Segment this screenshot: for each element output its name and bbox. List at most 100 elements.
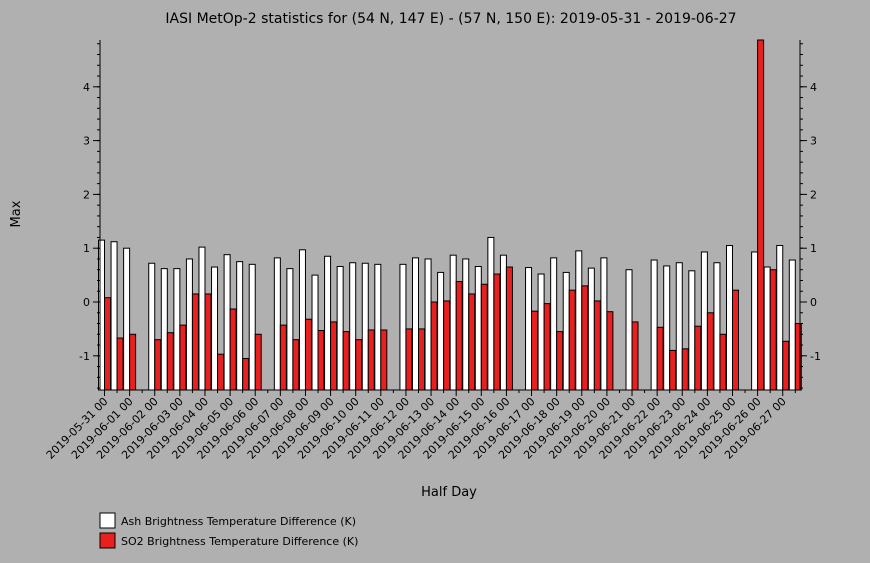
chart-title: IASI MetOp-2 statistics for (54 N, 147 E… xyxy=(165,11,736,27)
ash-bar xyxy=(248,263,256,391)
so2-bar xyxy=(317,330,325,391)
so2-bar xyxy=(468,293,476,391)
so2-bar xyxy=(505,266,513,391)
so2-bar xyxy=(166,332,174,391)
so2-bar xyxy=(405,328,413,391)
ash-bar xyxy=(713,262,721,391)
ash-bar xyxy=(211,266,219,391)
so2-bar xyxy=(631,321,639,391)
ash-bar xyxy=(412,257,419,391)
bars-group xyxy=(98,39,802,391)
so2-bar xyxy=(669,349,677,391)
ash-bar xyxy=(273,257,281,391)
ash-bar xyxy=(374,263,382,391)
ash-bar xyxy=(587,267,595,391)
ash-bar xyxy=(700,251,708,391)
so2-bar xyxy=(254,333,262,391)
so2-bar xyxy=(355,339,363,391)
ash-bar xyxy=(173,268,181,391)
ash-bar xyxy=(437,271,445,391)
so2-bar xyxy=(104,297,111,391)
ash-bar xyxy=(110,241,118,391)
ash-bar xyxy=(550,257,558,391)
ash-bar xyxy=(399,263,407,391)
ash-bar xyxy=(123,247,131,391)
ash-bar xyxy=(160,268,168,391)
ash-bar xyxy=(198,246,206,391)
ash-bar xyxy=(600,257,608,391)
so2-bar xyxy=(154,339,162,391)
legend-label-ash: Ash Brightness Temperature Difference (K… xyxy=(121,515,356,528)
y-tick-label-right: 1 xyxy=(810,242,817,255)
ash-bar xyxy=(726,245,733,391)
so2-bar xyxy=(543,303,551,391)
ash-bar xyxy=(688,270,696,391)
legend: Ash Brightness Temperature Difference (K… xyxy=(99,512,358,549)
so2-bar xyxy=(116,337,124,391)
ash-bar xyxy=(449,254,457,391)
so2-bar xyxy=(380,329,388,391)
y-tick-label: 2 xyxy=(83,188,90,201)
y-tick-label-right: 2 xyxy=(810,188,817,201)
ash-bar xyxy=(487,236,495,391)
so2-bar xyxy=(531,310,539,391)
ash-bar xyxy=(575,250,583,391)
so2-bar xyxy=(217,353,225,391)
ash-bar xyxy=(625,269,633,391)
ash-bar xyxy=(349,262,357,391)
so2-bar xyxy=(593,300,601,391)
so2-bar xyxy=(191,293,199,391)
so2-bar xyxy=(279,324,287,391)
ash-bar xyxy=(311,274,319,391)
ash-bar xyxy=(650,259,658,391)
ash-bar xyxy=(562,271,570,391)
so2-bar xyxy=(304,318,312,391)
so2-bar xyxy=(342,331,350,391)
so2-bar xyxy=(443,300,451,391)
ash-bar xyxy=(361,262,369,391)
so2-bar xyxy=(719,333,727,391)
ash-bar xyxy=(98,239,105,391)
ash-bar xyxy=(776,245,784,391)
y-tick-label: 0 xyxy=(83,296,90,309)
ash-bar xyxy=(185,258,193,391)
so2-bar xyxy=(418,328,425,391)
so2-bar xyxy=(430,301,438,391)
so2-bar xyxy=(480,283,488,391)
so2-bar xyxy=(493,273,501,391)
so2-bar xyxy=(242,357,250,391)
so2-bar xyxy=(204,293,212,391)
so2-bar xyxy=(229,308,237,391)
so2-bar xyxy=(292,339,300,391)
so2-bar xyxy=(656,326,664,391)
y-tick-label: 1 xyxy=(83,242,90,255)
ash-bar xyxy=(474,265,482,391)
y-tick-label-right: -1 xyxy=(810,350,821,363)
ash-bar xyxy=(336,265,344,391)
y-axis-label: Max xyxy=(9,200,24,227)
ash-bar xyxy=(499,254,507,391)
y-tick-label: 4 xyxy=(83,81,90,94)
so2-bar xyxy=(581,285,589,391)
ash-bar xyxy=(462,258,470,391)
legend-swatch-ash xyxy=(99,512,116,529)
x-axis-label: Half Day xyxy=(421,485,477,500)
ash-bar xyxy=(298,249,306,391)
y-tick-label: -1 xyxy=(79,350,90,363)
legend-label-so2: SO2 Brightness Temperature Difference (K… xyxy=(121,535,358,548)
ash-bar xyxy=(324,255,332,391)
so2-bar xyxy=(681,348,689,391)
y-tick-label-right: 4 xyxy=(810,81,817,94)
y-tick-label-right: 3 xyxy=(810,135,817,148)
so2-bar xyxy=(732,289,739,391)
ash-bar xyxy=(663,265,671,391)
ash-bar xyxy=(525,267,533,391)
so2-bar xyxy=(367,329,375,391)
ash-bar xyxy=(286,268,294,391)
y-tick-label-right: 0 xyxy=(810,296,817,309)
so2-bar xyxy=(556,331,564,391)
so2-bar xyxy=(330,321,338,391)
so2-bar xyxy=(706,312,714,391)
